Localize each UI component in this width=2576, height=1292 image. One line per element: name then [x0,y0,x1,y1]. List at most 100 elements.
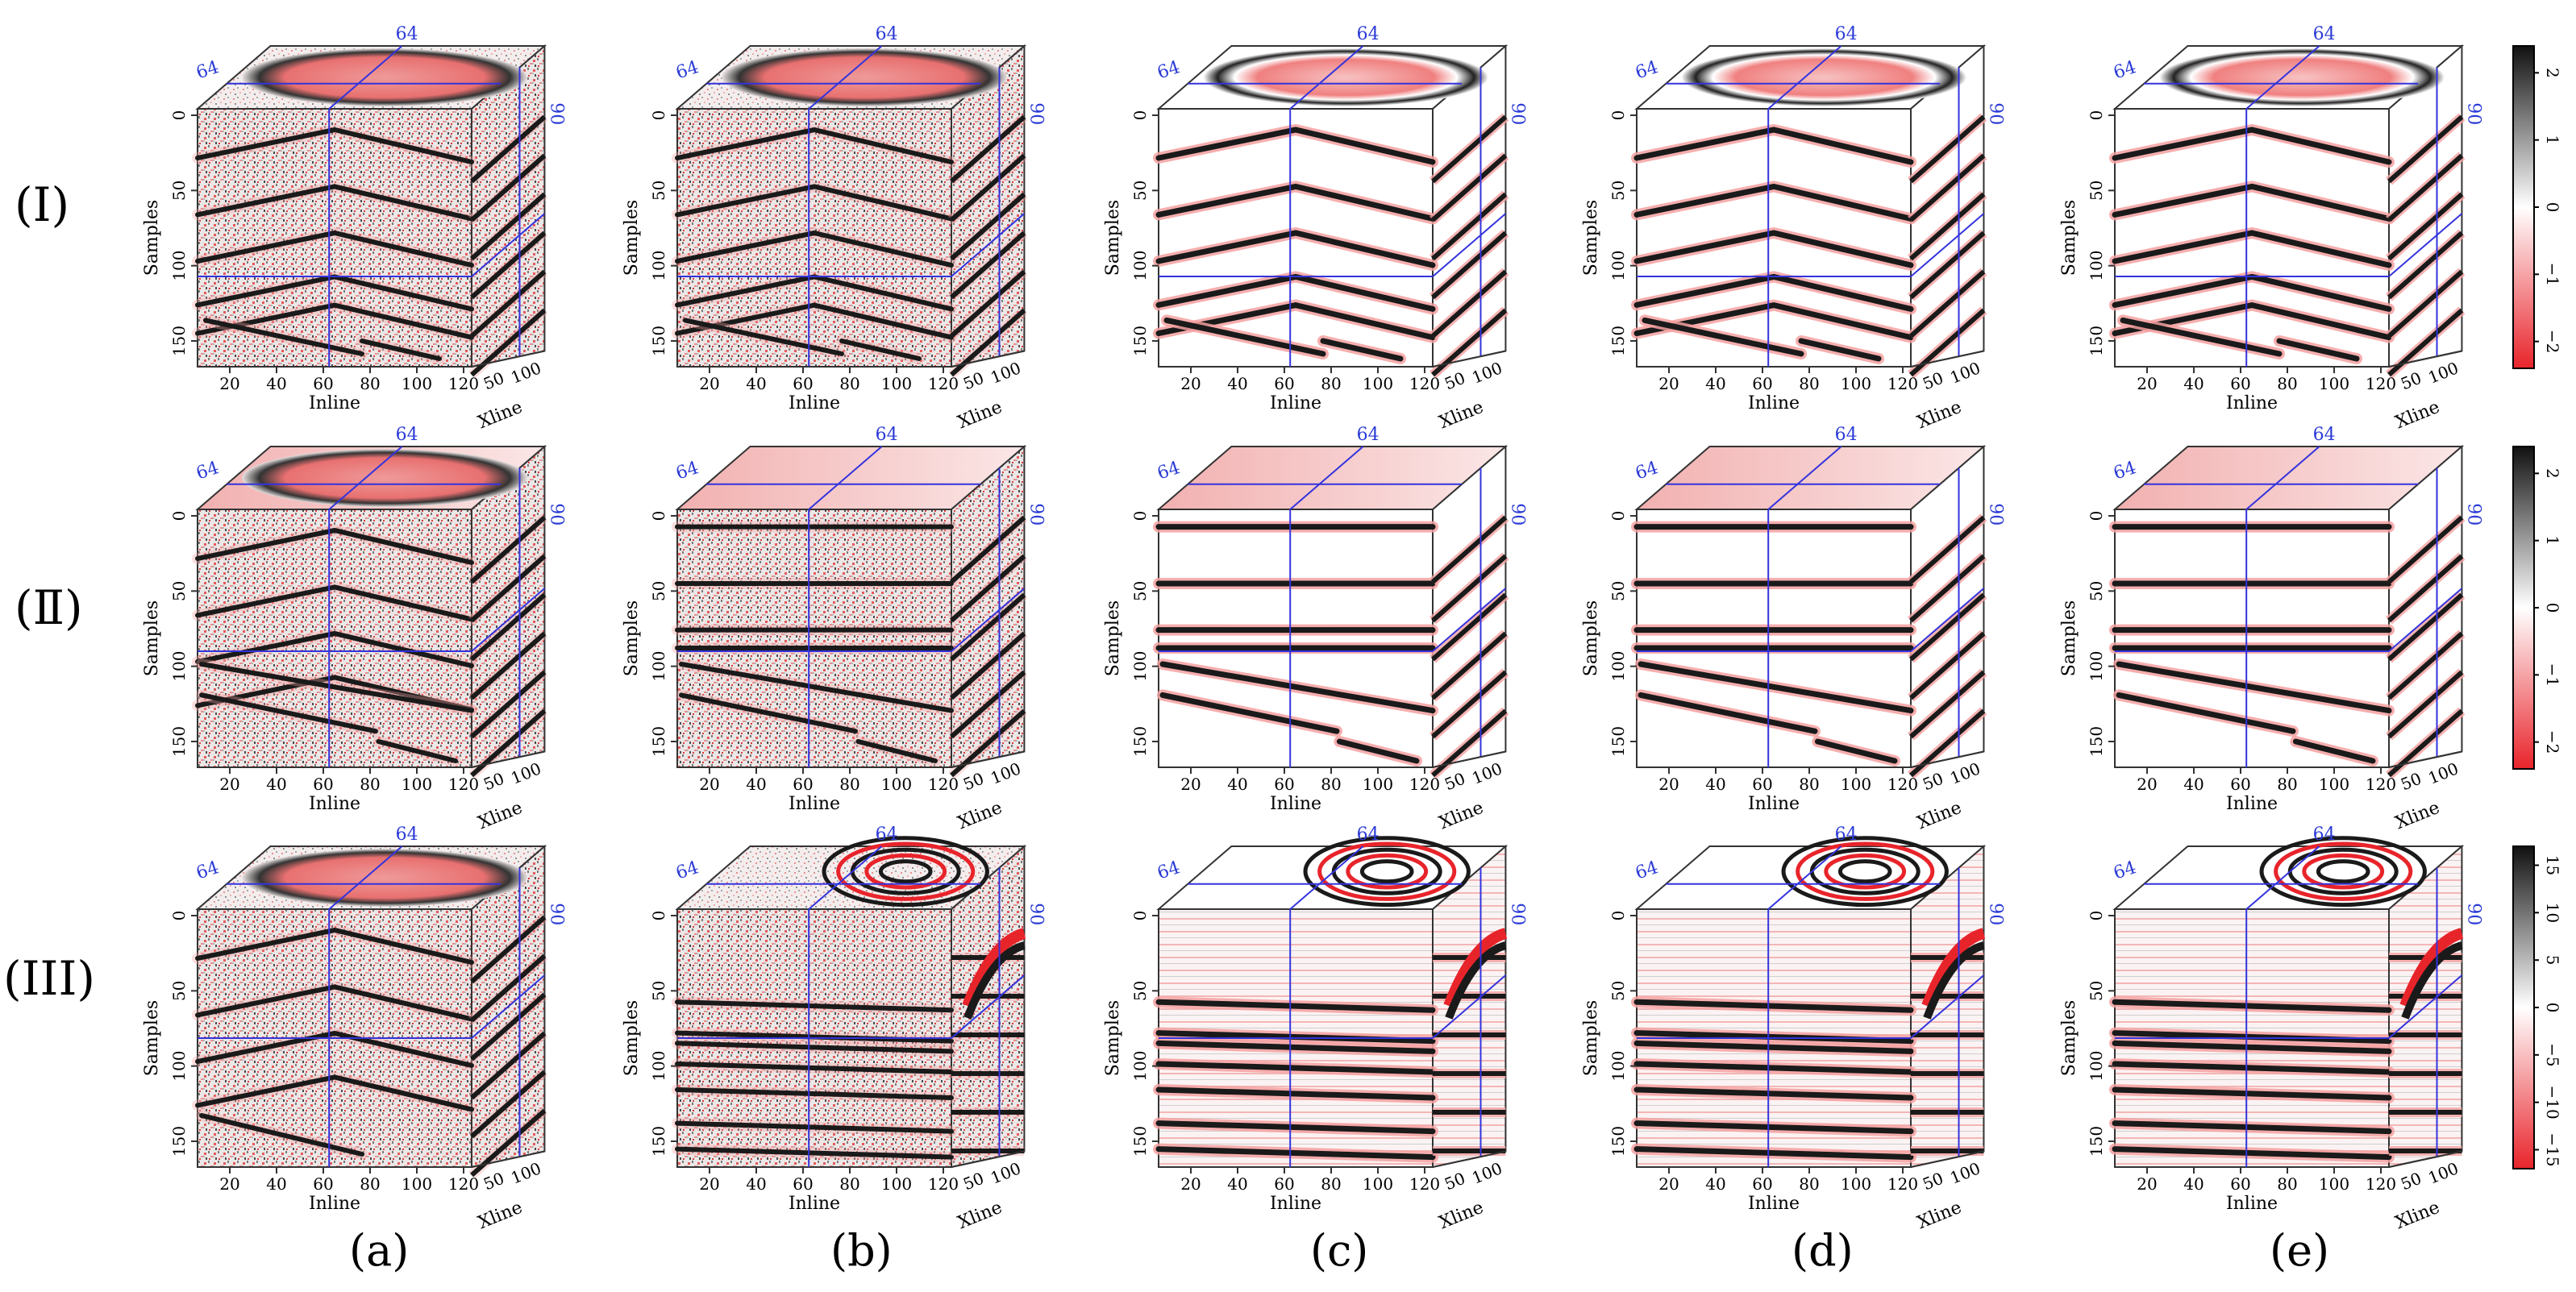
xline-tick-label: 50 [1920,1169,1946,1194]
samples-axis-label: Samples [2059,600,2079,676]
xline-tick-label: 100 [2425,358,2461,388]
top-rings [1346,853,1429,890]
side-reflector [470,192,547,261]
xline-tick-label: 50 [1442,1169,1468,1194]
inline-tick-label: 40 [1227,374,1247,393]
inline-tick-label: 100 [402,1174,432,1194]
inline-tick-label: 60 [313,775,333,794]
samples-axis-label: Samples [622,1000,642,1076]
slice-marker-xline: 90 [1507,102,1527,125]
inline-tick-label: 20 [219,374,239,393]
inline-tick-label: 120 [2366,374,2396,393]
reflector [2112,1061,2392,1075]
row-label-1: (Ⅰ) [15,177,70,232]
xline-tick-label: 50 [1442,368,1468,394]
samples-axis-label: Samples [1581,600,1601,676]
reflector [675,230,954,268]
side-reflector [2387,592,2464,662]
inline-tick-label: 60 [2230,374,2250,393]
side-reflector [1431,631,1508,700]
reflector [2276,338,2360,362]
inline-tick-label: 40 [1227,1174,1247,1194]
colorbar-row-1: 2 1 0 −1 −2 [2512,45,2562,369]
reflector [2112,1120,2392,1135]
reflector [675,1087,954,1100]
side-reflector [470,992,547,1061]
inline-tick-label: 120 [2366,775,2396,794]
side-reflector [1909,515,1986,584]
samples-tick-label: 100 [649,651,668,682]
inline-tick-label: 100 [1363,374,1393,393]
slice-marker-top: 64 [1357,825,1380,845]
inline-tick-label: 100 [1841,1174,1871,1194]
reflector [195,675,474,712]
inline-tick-label: 40 [2183,1174,2204,1194]
front-face [676,509,952,768]
side-reflector [1909,631,1986,700]
samples-tick-label: 100 [1130,251,1150,281]
top-ellipse [242,849,528,907]
inline-tick-label: 20 [1180,775,1201,794]
slice-marker-inline: 64 [2111,858,2138,883]
slice-marker-xline: 90 [546,503,566,526]
xline-tick-label: 50 [1920,769,1946,795]
inline-tick-label: 120 [2366,1174,2396,1194]
xline-axis [951,1150,1025,1168]
side-reflector [950,231,1026,300]
reflector [679,662,954,713]
inline-tick-label: 20 [219,775,239,794]
slice-marker-inline: 64 [194,858,221,883]
inline-tick-label: 120 [448,775,479,794]
inline-tick-label: 40 [2183,374,2204,393]
colorbar [2512,45,2535,369]
slice-marker-top: 64 [396,425,418,445]
top-ellipse [242,449,528,507]
slice-marker-xline: 90 [1985,102,2005,125]
inline-tick-label: 40 [266,775,286,794]
top-rings [878,859,933,884]
reflector [2112,1030,2392,1045]
samples-tick-label: 100 [169,251,189,281]
reflector [195,927,474,965]
samples-tick-label: 150 [649,326,668,356]
samples-tick-label: 150 [1608,726,1628,757]
inline-tick-label: 20 [1658,775,1679,794]
side-reflector [470,231,547,300]
reflector [1155,1030,1436,1045]
samples-tick-label: 150 [169,326,189,356]
time-slice-side [1910,213,1985,277]
xline-axis [2388,350,2462,368]
reflector [675,1061,954,1074]
inline-slice-top [1767,446,1842,510]
reflector [2112,230,2392,268]
side-reflector [470,1031,547,1100]
side-reflector [950,515,1026,584]
inline-slice-top [328,45,403,110]
slice-marker-inline: 64 [1155,858,1182,883]
top-rings [822,836,989,908]
reflector [2112,999,2392,1013]
xline-tick-label: 50 [960,1169,987,1194]
slice-marker-inline: 64 [2111,458,2138,484]
colorbar-tick-label: −2 [2543,330,2562,353]
xline-tick-label: 50 [960,769,987,795]
samples-tick-label: 0 [2087,911,2106,921]
inline-tick-label: 40 [1705,775,1725,794]
reflector [2112,1040,2392,1054]
samples-axis-label: Samples [142,600,162,676]
side-reflector [1909,592,1986,662]
samples-tick-label: 0 [1130,511,1150,521]
samples-tick-label: 150 [1608,1126,1628,1157]
reflector [1633,230,1914,268]
inline-tick-label: 40 [1705,374,1725,393]
reflector [1155,230,1436,268]
inline-axis-label: Inline [1748,1194,1800,1214]
xline-axis [471,750,545,768]
xline-tick-label: 50 [481,368,507,394]
slice-marker-xline: 90 [1507,903,1527,925]
side-reflector [470,269,547,339]
xline-tick-label: 100 [508,1158,543,1188]
slice-marker-xline: 90 [1507,503,1527,526]
